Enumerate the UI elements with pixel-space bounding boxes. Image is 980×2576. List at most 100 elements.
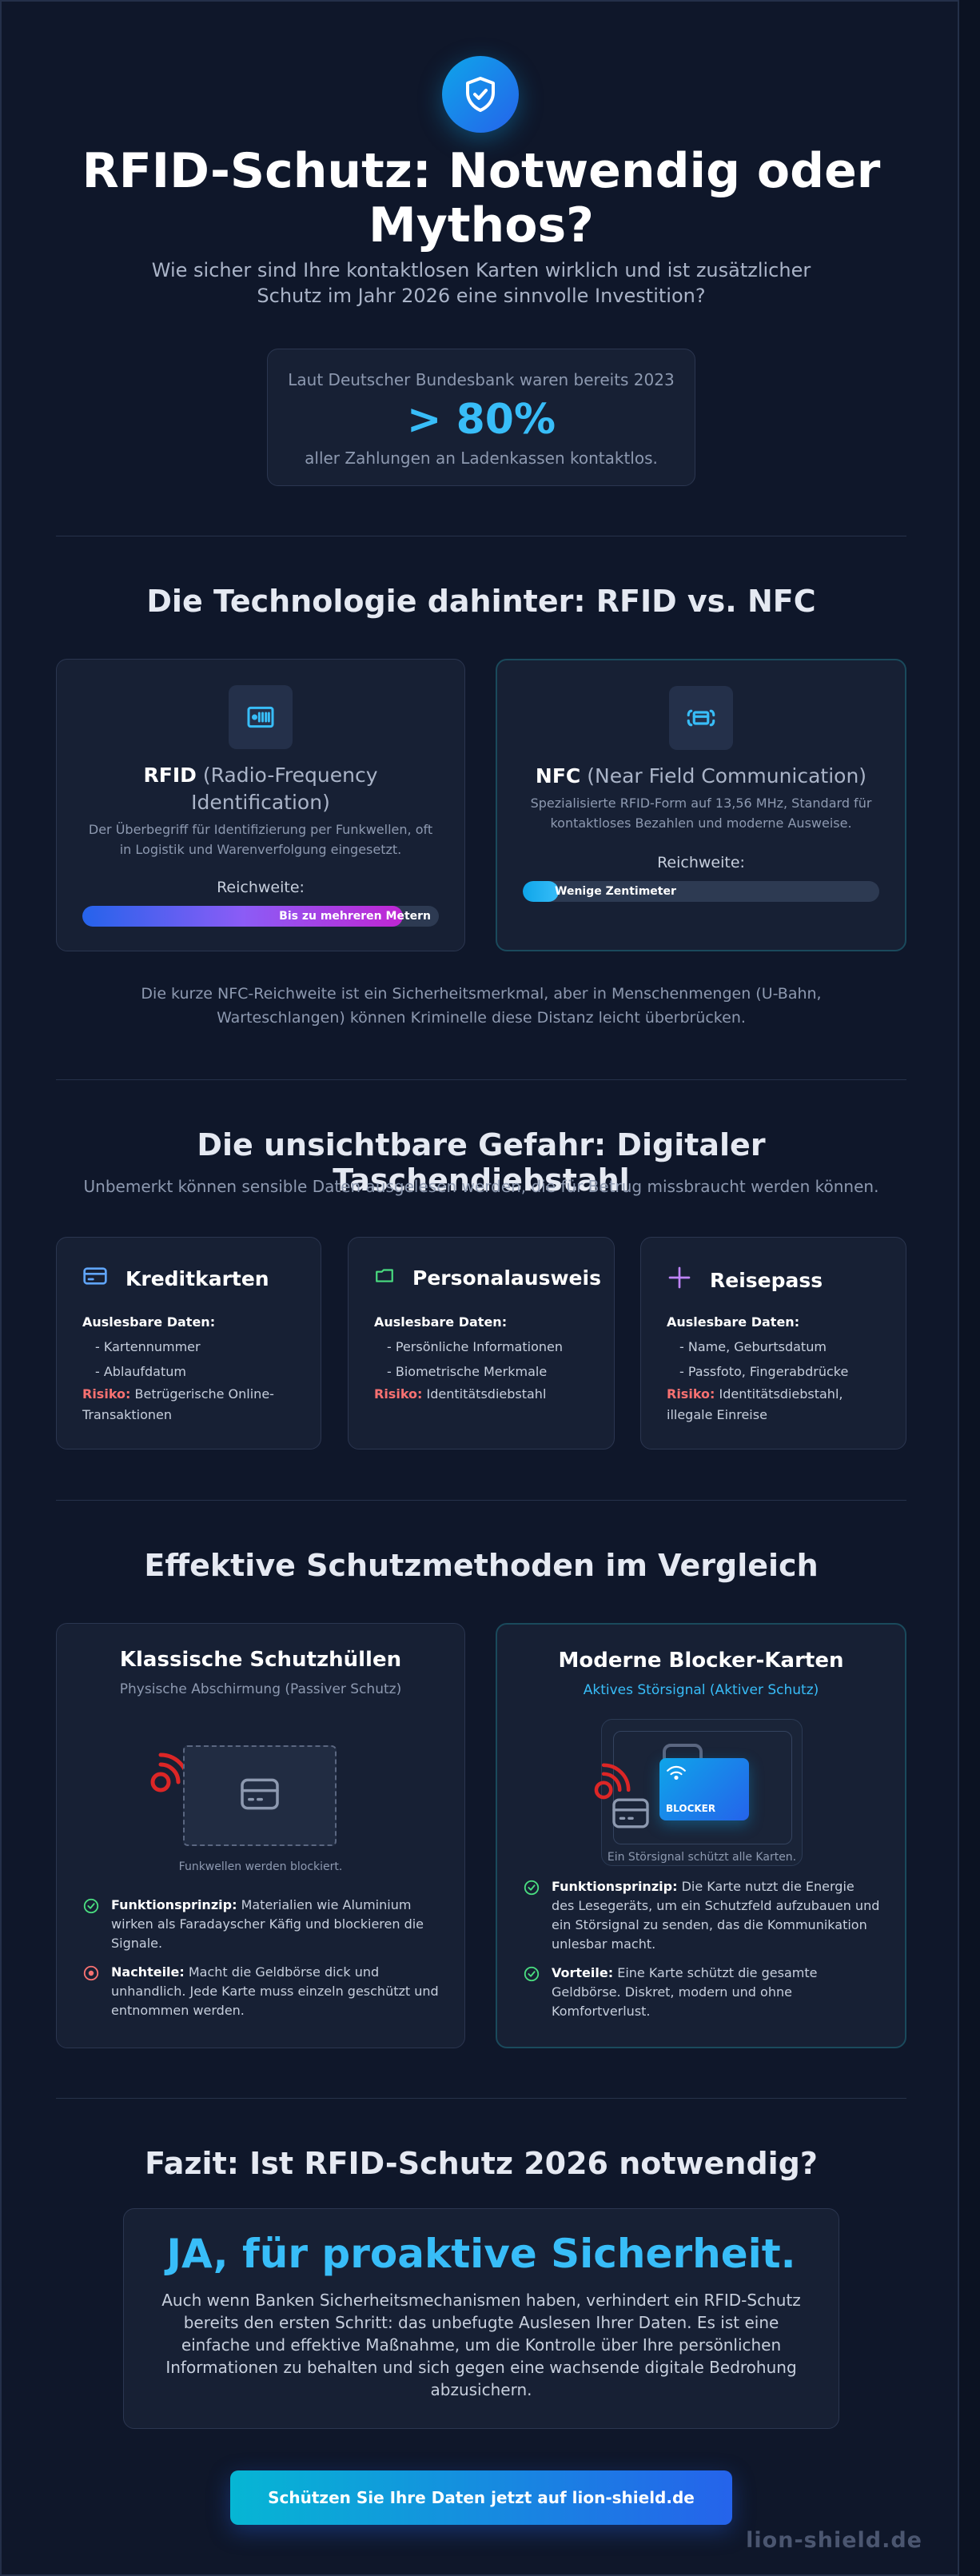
- rfid-range-fill: [82, 906, 404, 927]
- nfc-range-text: Wenige Zentimeter: [555, 885, 676, 898]
- section-divider: [56, 1500, 906, 1501]
- blocker-label: BLOCKER: [666, 1803, 716, 1814]
- brand-watermark: lion-shield.de: [746, 2528, 922, 2553]
- threat-card-id: Personalausweis Auslesbare Daten: - Pers…: [348, 1237, 615, 1449]
- credit-card-icon: [610, 1796, 651, 1833]
- fazit-section-title: Fazit: Ist RFID-Schutz 2026 notwendig?: [145, 2146, 818, 2181]
- blocker-card: BLOCKER: [659, 1758, 749, 1820]
- classic-bullet-drawbacks: Nachteile: Macht die Geldbörse dick und …: [82, 1963, 440, 2020]
- list-item: - Name, Geburtsdatum: [679, 1339, 827, 1354]
- tech-section-title: Die Technologie dahinter: RFID vs. NFC: [146, 584, 816, 619]
- wifi-icon: [666, 1765, 687, 1785]
- risk-text: Identitätsdiebstahl, illegale Einreise: [667, 1386, 843, 1422]
- threat-card-body: Auslesbare Daten: - Name, Geburtsdatum -…: [667, 1310, 885, 1426]
- x-circle-icon: [82, 1964, 100, 2020]
- infographic-page: RFID-Schutz: Notwendig oder Mythos? Wie …: [0, 0, 959, 2576]
- page-subtitle: Wie sicher sind Ihre kontaktlosen Karten…: [151, 259, 811, 307]
- rfid-range-text: Bis zu mehreren Metern: [279, 910, 431, 923]
- classic-caption: Funkwellen werden blockiert.: [178, 1860, 343, 1873]
- bullet-text: Die Karte nutzt die Energie des Lesegerä…: [552, 1879, 880, 1952]
- rfid-name: RFID (Radio-Frequency Identification): [81, 762, 440, 816]
- passport-icon: [667, 1265, 692, 1295]
- wallet-illustration: BLOCKER Ein Störsignal schützt alle Kart…: [594, 1719, 803, 1866]
- nfc-abbr: NFC: [535, 764, 581, 788]
- threat-section-subtitle: Unbemerkt können sensible Daten ausgeles…: [83, 1177, 879, 1196]
- rfid-abbr: RFID: [143, 764, 197, 787]
- credit-card-icon: [82, 1265, 108, 1292]
- bullet-label: Funktionsprinzip:: [552, 1879, 678, 1894]
- list-item: - Ablaufdatum: [95, 1364, 186, 1379]
- bullet-text: Materialien wie Aluminium wirken als Far…: [111, 1897, 424, 1951]
- modern-title: Moderne Blocker-Karten: [558, 1649, 844, 1673]
- bullet-text: Eine Karte schützt die gesamte Geldbörse…: [552, 1965, 818, 2019]
- shield-sleeve: [183, 1745, 337, 1846]
- threat-card-body: Auslesbare Daten: - Persönliche Informat…: [374, 1310, 593, 1405]
- rfid-tag-icon: [229, 685, 293, 749]
- credit-card-icon: [237, 1776, 282, 1815]
- data-label: Auslesbare Daten:: [82, 1314, 216, 1330]
- rfid-range-label: Reichweite:: [217, 879, 305, 896]
- bullet-label: Funktionsprinzip:: [111, 1897, 237, 1912]
- page-gutter: [959, 0, 980, 2576]
- nfc-name: NFC (Near Field Communication): [521, 763, 881, 790]
- bullet-text: Macht die Geldbörse dick und unhandlich.…: [111, 1964, 439, 2018]
- data-label: Auslesbare Daten:: [374, 1314, 508, 1330]
- classic-subtitle: Physische Abschirmung (Passiver Schutz): [119, 1681, 402, 1697]
- section-divider: [56, 2098, 906, 2099]
- check-circle-icon: [82, 1897, 100, 1953]
- stat-box: Laut Deutscher Bundesbank waren bereits …: [267, 349, 695, 486]
- cta-button[interactable]: Schützen Sie Ihre Daten jetzt auf lion-s…: [230, 2470, 732, 2525]
- risk-text: Betrügerische Online-Transaktionen: [82, 1386, 274, 1422]
- fazit-text: Auch wenn Banken Sicherheitsmechanismen …: [161, 2291, 801, 2399]
- nfc-description: Spezialisierte RFID-Form auf 13,56 MHz, …: [530, 796, 872, 831]
- list-item: - Biometrische Merkmale: [387, 1364, 548, 1379]
- nfc-range-label: Reichweite:: [657, 854, 745, 871]
- page-title: RFID-Schutz: Notwendig oder Mythos?: [82, 143, 881, 253]
- threat-section-title: Die unsichtbare Gefahr: Digitaler Tasche…: [197, 1127, 766, 1198]
- threat-card-title: Personalausweis: [412, 1266, 601, 1290]
- threat-card-creditcard: Kreditkarten Auslesbare Daten: - Kartenn…: [56, 1237, 321, 1449]
- list-item: - Kartennummer: [95, 1339, 201, 1354]
- rfid-card: RFID (Radio-Frequency Identification) De…: [56, 659, 465, 951]
- nfc-range-fill: [523, 881, 559, 902]
- bullet-label: Nachteile:: [111, 1964, 185, 1980]
- threat-card-body: Auslesbare Daten: - Kartennummer - Ablau…: [82, 1310, 300, 1426]
- id-card-icon: [374, 1265, 395, 1290]
- risk-text: Identitätsdiebstahl: [426, 1386, 547, 1402]
- rfid-full-name: (Radio-Frequency Identification): [191, 764, 378, 814]
- protection-section-title: Effektive Schutzmethoden im Vergleich: [144, 1548, 819, 1583]
- check-circle-icon: [523, 1879, 540, 1954]
- data-label: Auslesbare Daten:: [667, 1314, 800, 1330]
- nfc-card: NFC (Near Field Communication) Spezialis…: [496, 659, 906, 951]
- modern-caption: Ein Störsignal schützt alle Karten.: [607, 1851, 797, 1864]
- nfc-full-name: (Near Field Communication): [587, 764, 867, 788]
- classic-protection-card: Klassische Schutzhüllen Physische Abschi…: [56, 1623, 465, 2048]
- section-divider: [56, 1079, 906, 1080]
- stat-value: > 80%: [406, 396, 556, 444]
- stat-bottom-text: aller Zahlungen an Ladenkassen kontaktlo…: [305, 449, 658, 468]
- modern-protection-card: Moderne Blocker-Karten Aktives Störsigna…: [496, 1623, 906, 2048]
- tech-note: Die kurze NFC-Reichweite ist ein Sicherh…: [141, 985, 822, 1027]
- wallet-inner: [613, 1731, 792, 1844]
- classic-bullet-principle: Funktionsprinzip: Materialien wie Alumin…: [82, 1896, 440, 1953]
- risk-label: Risiko:: [82, 1386, 131, 1402]
- list-item: - Persönliche Informationen: [387, 1339, 563, 1354]
- threat-card-title: Kreditkarten: [125, 1266, 269, 1290]
- signal-waves-icon: [588, 1755, 639, 1809]
- fazit-headline: JA, für proaktive Sicherheit.: [166, 2231, 796, 2277]
- stat-top-text: Laut Deutscher Bundesbank waren bereits …: [288, 370, 675, 389]
- fazit-box: JA, für proaktive Sicherheit. Auch wenn …: [123, 2208, 839, 2429]
- check-circle-icon: [523, 1965, 540, 2021]
- risk-label: Risiko:: [374, 1386, 423, 1402]
- list-item: - Passfoto, Fingerabdrücke: [679, 1364, 849, 1379]
- rfid-range-bar: Bis zu mehreren Metern: [82, 906, 439, 927]
- shield-check-icon: [442, 56, 519, 133]
- threat-card-title: Reisepass: [710, 1268, 823, 1292]
- nfc-payment-icon: [669, 686, 733, 750]
- classic-title: Klassische Schutzhüllen: [119, 1648, 402, 1672]
- nfc-range-bar: Wenige Zentimeter: [523, 881, 879, 902]
- modern-bullet-principle: Funktionsprinzip: Die Karte nutzt die En…: [523, 1877, 881, 1954]
- rfid-description: Der Überbegriff für Identifizierung per …: [88, 822, 433, 857]
- modern-bullet-advantages: Vorteile: Eine Karte schützt die gesamte…: [523, 1964, 881, 2021]
- threat-card-passport: Reisepass Auslesbare Daten: - Name, Gebu…: [640, 1237, 906, 1449]
